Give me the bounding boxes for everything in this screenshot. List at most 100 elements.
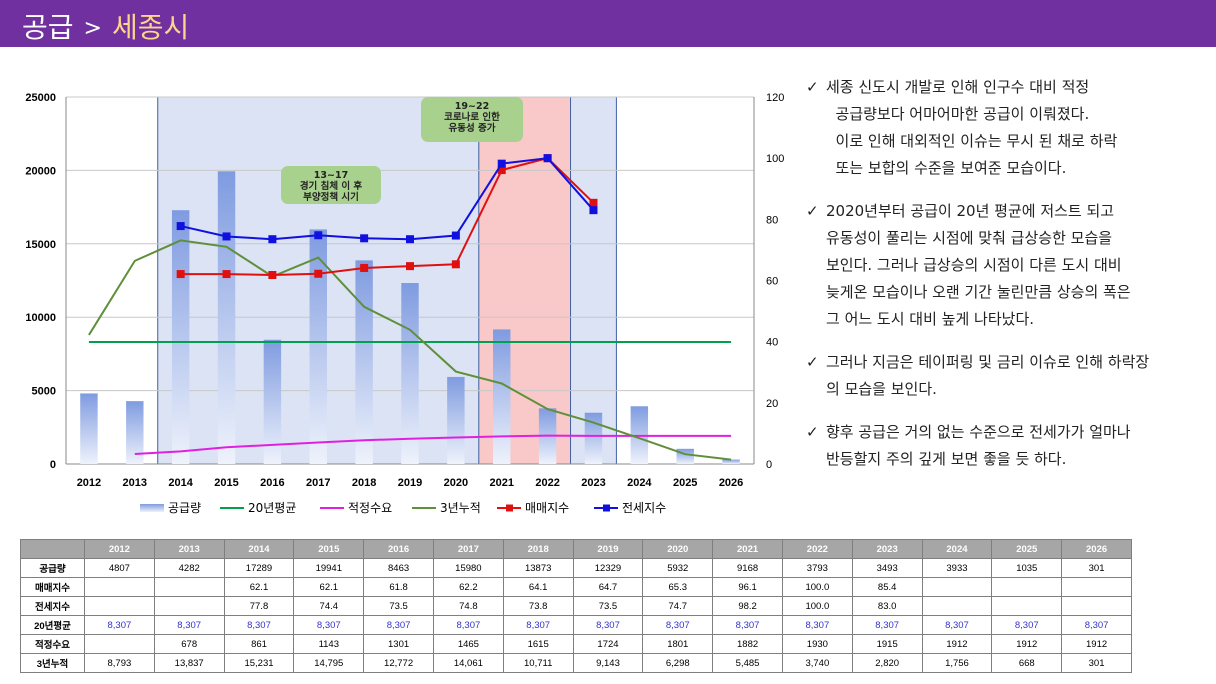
y-left-tick-label: 15000 xyxy=(25,239,56,251)
table-cell xyxy=(991,577,1063,597)
table-header-row: 2012 2013 2014 2015 2016 2017 2018 2019 2020 2021… xyxy=(20,539,1132,559)
bullet-line: 이로 인해 대외적인 이슈는 무시 된 채로 하락 xyxy=(826,132,1118,150)
bullet-line: 그 어느 도시 대비 높게 나타났다. xyxy=(826,310,1035,328)
table-cell: 1912 xyxy=(1061,634,1132,654)
table-cell: 1143 xyxy=(293,634,365,654)
annotation-text: 유동성 증가 xyxy=(448,122,495,134)
bullet-point: ✓ 그러나 지금은 테이퍼링 및 금리 이슈로 인해 하락장 의 모습을 보인다. xyxy=(806,349,1206,403)
table-cell: 1615 xyxy=(502,634,574,654)
table-cell: 65.3 xyxy=(642,577,714,597)
table-cell: 77.8 xyxy=(223,596,295,616)
table-cell xyxy=(1061,596,1132,616)
title-subtitle: 세종시 xyxy=(111,11,190,44)
series-line xyxy=(180,157,595,276)
table-cell: 96.1 xyxy=(712,577,783,597)
row-label: 3년누적 xyxy=(20,653,85,673)
series-point xyxy=(589,206,598,215)
table-cell xyxy=(84,577,155,597)
table-cell: 1912 xyxy=(921,634,993,654)
x-tick-label: 2013 xyxy=(123,477,147,489)
table-header-cell: 2017 xyxy=(432,539,504,559)
commentary: ✓ 세종 신도시 개발로 인해 인구수 대비 적정 공급량보다 어마어마한 공급이… xyxy=(806,74,1206,489)
table-cell: 13873 xyxy=(502,558,574,578)
table-cell: 1301 xyxy=(363,634,434,654)
table-cell: 8,307 xyxy=(572,615,644,635)
table-cell: 8,307 xyxy=(921,615,993,635)
table-cell: 5,485 xyxy=(712,653,783,673)
table-cell: 301 xyxy=(1061,558,1132,578)
table-cell: 8,307 xyxy=(991,615,1063,635)
series-point xyxy=(176,270,185,279)
table-cell: 2,820 xyxy=(851,653,923,673)
table-cell: 1912 xyxy=(991,634,1063,654)
check-icon: ✓ xyxy=(806,423,819,441)
x-tick-label: 2019 xyxy=(398,477,422,489)
series-point xyxy=(589,198,598,207)
table-cell xyxy=(1061,577,1132,597)
table-cell: 62.1 xyxy=(223,577,295,597)
bullet-point: ✓ 세종 신도시 개발로 인해 인구수 대비 적정 공급량보다 어마어마한 공급이… xyxy=(806,74,1206,182)
table-cell: 74.8 xyxy=(432,596,504,616)
legend-marker xyxy=(603,504,610,512)
x-tick-label: 2025 xyxy=(673,477,697,489)
x-tick-label: 2020 xyxy=(444,477,468,489)
y-right-tick-label: 80 xyxy=(766,214,778,226)
series-line xyxy=(88,239,732,461)
x-tick-label: 2024 xyxy=(627,477,652,489)
table-cell: 1801 xyxy=(642,634,714,654)
table-cell: 85.4 xyxy=(851,577,923,597)
table-cell: 15980 xyxy=(432,558,504,578)
table-cell: 1,756 xyxy=(921,653,993,673)
table-cell: 13,837 xyxy=(153,653,225,673)
series-point xyxy=(222,232,231,241)
bar-supply xyxy=(80,393,98,464)
annotation-text: 부양정책 시기 xyxy=(303,191,359,203)
table-cell: 9,143 xyxy=(572,653,644,673)
title-separator: > xyxy=(83,16,102,41)
bullet-line: 2020년부터 공급이 20년 평균에 저스트 되고 xyxy=(826,202,1115,220)
x-tick-label: 2018 xyxy=(352,477,376,489)
table-cell xyxy=(921,577,993,597)
legend-label: 20년평균 xyxy=(248,501,296,515)
table-cell: 3793 xyxy=(781,558,853,578)
bullet-line: 또는 보합의 수준을 보여준 모습이다. xyxy=(826,159,1067,177)
series-point xyxy=(406,235,414,244)
bar-supply xyxy=(309,229,327,464)
table-cell: 8,307 xyxy=(781,615,853,635)
bullet-line: 유동성이 풀리는 시점에 맞춰 급상승한 모습을 xyxy=(826,229,1113,247)
bullet-line: 공급량보다 어마어마한 공급이 이뤄졌다. xyxy=(826,105,1090,123)
table-cell: 62.1 xyxy=(293,577,365,597)
x-tick-label: 2014 xyxy=(168,477,193,489)
table-header-cell: 2012 xyxy=(84,539,155,559)
series-point xyxy=(314,231,323,240)
bullet-line: 반등할지 주의 깊게 보면 좋을 듯 하다. xyxy=(826,450,1067,468)
y-right-tick-label: 40 xyxy=(766,337,778,349)
x-tick-label: 2012 xyxy=(77,477,101,489)
table-cell: 301 xyxy=(1061,653,1132,673)
x-tick-label: 2021 xyxy=(489,477,513,489)
y-left-tick-label: 0 xyxy=(50,459,56,471)
series-point xyxy=(406,262,414,271)
table-cell: 100.0 xyxy=(781,577,853,597)
bullet-line: 세종 신도시 개발로 인해 인구수 대비 적정 xyxy=(826,78,1090,96)
annotation-text: 13~17 xyxy=(314,170,348,181)
table-cell: 8,307 xyxy=(712,615,783,635)
table-cell: 5932 xyxy=(642,558,714,578)
table-cell: 73.5 xyxy=(363,596,434,616)
title-bar: 공급 > 세종시 xyxy=(0,0,1216,47)
bar-supply xyxy=(447,376,465,464)
table-cell: 1724 xyxy=(572,634,644,654)
bar-supply xyxy=(584,412,603,464)
table-cell: 15,231 xyxy=(223,653,295,673)
table-cell: 8,307 xyxy=(851,615,923,635)
table-row: 공급량 4807 4282 17289 19941 8463 15980 13873 12329… xyxy=(20,558,1132,578)
series-point xyxy=(176,222,185,231)
row-label: 공급량 xyxy=(20,558,85,578)
bar-supply xyxy=(493,329,511,464)
bullet-line: 향후 공급은 거의 없는 수준으로 전세가가 얼마나 xyxy=(826,423,1131,441)
y-left-tick-label: 25000 xyxy=(25,92,56,104)
x-tick-label: 2016 xyxy=(260,477,284,489)
bar-supply xyxy=(217,171,236,464)
page-title: 공급 > 세종시 xyxy=(22,6,189,46)
